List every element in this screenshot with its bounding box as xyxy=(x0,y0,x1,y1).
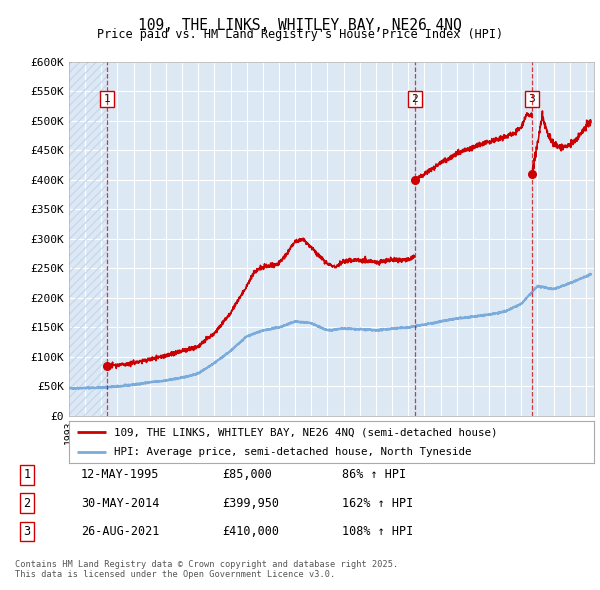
Text: £399,950: £399,950 xyxy=(222,497,279,510)
Text: 109, THE LINKS, WHITLEY BAY, NE26 4NQ (semi-detached house): 109, THE LINKS, WHITLEY BAY, NE26 4NQ (s… xyxy=(113,428,497,438)
Text: 3: 3 xyxy=(23,525,31,538)
Text: 162% ↑ HPI: 162% ↑ HPI xyxy=(342,497,413,510)
Text: 2: 2 xyxy=(23,497,31,510)
Text: 3: 3 xyxy=(529,94,535,104)
Text: 1: 1 xyxy=(23,468,31,481)
Text: 1: 1 xyxy=(104,94,110,104)
Text: 109, THE LINKS, WHITLEY BAY, NE26 4NQ: 109, THE LINKS, WHITLEY BAY, NE26 4NQ xyxy=(138,18,462,32)
Text: 108% ↑ HPI: 108% ↑ HPI xyxy=(342,525,413,538)
Text: £85,000: £85,000 xyxy=(222,468,272,481)
Text: 30-MAY-2014: 30-MAY-2014 xyxy=(81,497,160,510)
Text: HPI: Average price, semi-detached house, North Tyneside: HPI: Average price, semi-detached house,… xyxy=(113,447,471,457)
Bar xyxy=(69,62,107,416)
Text: 86% ↑ HPI: 86% ↑ HPI xyxy=(342,468,406,481)
Text: 26-AUG-2021: 26-AUG-2021 xyxy=(81,525,160,538)
Text: 12-MAY-1995: 12-MAY-1995 xyxy=(81,468,160,481)
Text: Price paid vs. HM Land Registry's House Price Index (HPI): Price paid vs. HM Land Registry's House … xyxy=(97,28,503,41)
Text: £410,000: £410,000 xyxy=(222,525,279,538)
Text: 2: 2 xyxy=(412,94,418,104)
Text: Contains HM Land Registry data © Crown copyright and database right 2025.
This d: Contains HM Land Registry data © Crown c… xyxy=(15,560,398,579)
